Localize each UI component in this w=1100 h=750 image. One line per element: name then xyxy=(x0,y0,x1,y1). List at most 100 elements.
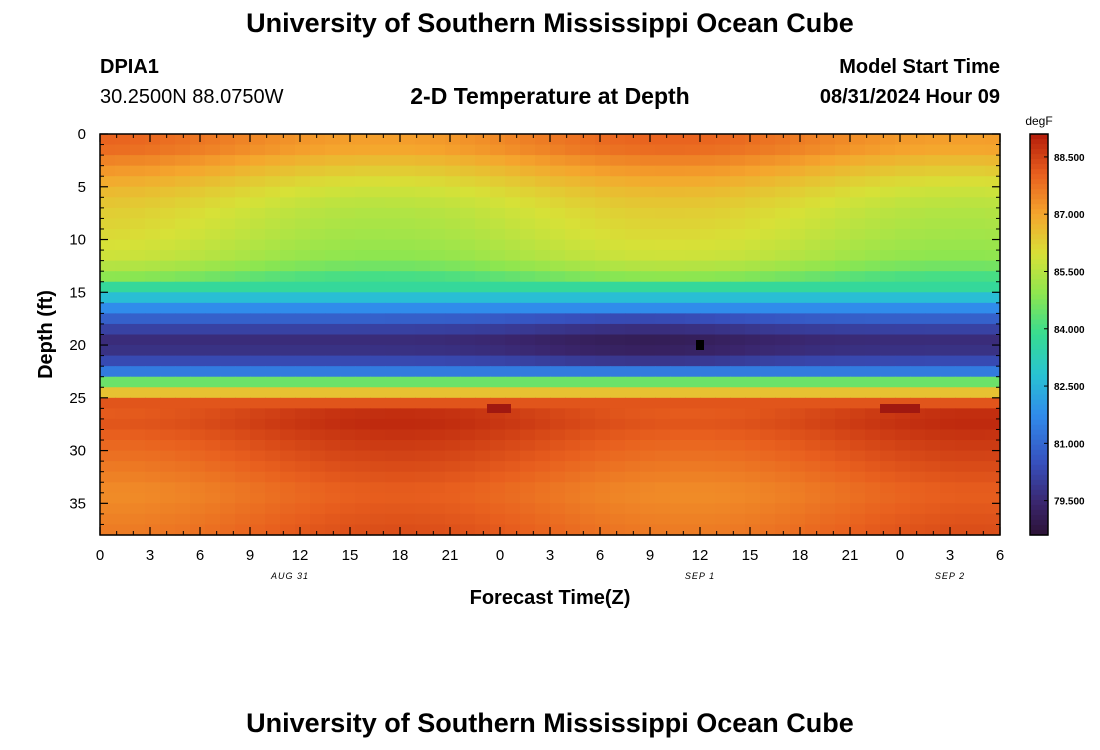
heatmap-cell xyxy=(715,471,731,483)
heatmap-cell xyxy=(250,281,266,293)
heatmap-cell xyxy=(445,513,461,526)
heatmap-cell xyxy=(940,165,956,177)
heatmap-cell xyxy=(415,345,431,357)
heatmap-cell xyxy=(700,387,716,399)
colorbar-frame xyxy=(1029,133,1049,536)
heatmap-cell xyxy=(250,250,266,262)
heatmap-cell xyxy=(970,461,986,473)
heatmap-cell xyxy=(835,471,851,483)
heatmap-cell xyxy=(160,144,176,156)
heatmap-cell xyxy=(595,239,611,251)
heatmap-cell xyxy=(250,440,266,452)
heatmap-cell xyxy=(880,313,896,325)
heatmap-cell xyxy=(505,186,521,198)
heatmap-cell xyxy=(340,366,356,378)
colorbar-segment xyxy=(1030,279,1048,285)
heatmap-cell xyxy=(580,260,596,272)
heatmap-cell xyxy=(565,376,581,388)
heatmap-cell xyxy=(190,197,206,209)
heatmap-cell xyxy=(460,334,476,346)
heatmap-cell xyxy=(415,429,431,441)
heatmap-cell xyxy=(370,250,386,262)
heatmap-cell xyxy=(790,450,806,462)
heatmap-cell xyxy=(430,397,446,409)
heatmap-cell xyxy=(130,302,146,314)
heatmap-cell xyxy=(250,323,266,336)
heatmap-cell xyxy=(190,292,206,304)
heatmap-cell xyxy=(310,513,326,526)
colorbar-segment xyxy=(1030,284,1048,290)
heatmap-cell xyxy=(235,239,251,251)
heatmap-cell xyxy=(475,450,491,462)
heatmap-cell xyxy=(115,218,131,230)
heatmap-cell xyxy=(850,313,866,325)
heatmap-cell xyxy=(160,471,176,483)
heatmap-cell xyxy=(385,450,401,462)
heatmap-cell xyxy=(520,281,536,293)
heatmap-cell xyxy=(160,355,176,367)
heatmap-cell xyxy=(460,376,476,388)
heatmap-cell xyxy=(445,239,461,251)
heatmap-cell xyxy=(325,334,341,346)
colorbar-segment xyxy=(1030,154,1048,160)
colorbar-segment xyxy=(1030,434,1048,441)
heatmap-cell xyxy=(475,281,491,293)
colorbar-segment xyxy=(1030,379,1048,386)
heatmap-cell xyxy=(535,513,551,526)
heatmap-cell xyxy=(775,440,791,452)
heatmap-cell xyxy=(460,492,476,504)
heatmap-cell xyxy=(820,302,836,314)
heatmap-cell xyxy=(160,281,176,293)
heatmap-cell xyxy=(430,260,446,272)
heatmap-cell xyxy=(340,503,356,515)
heatmap-cell xyxy=(445,218,461,230)
heatmap-cell xyxy=(340,260,356,272)
heatmap-cell xyxy=(400,355,416,367)
heatmap-cell xyxy=(430,271,446,283)
heatmap-cell xyxy=(880,471,896,483)
heatmap-cell xyxy=(970,165,986,177)
heatmap-cell xyxy=(850,176,866,188)
heatmap-cell xyxy=(925,186,941,198)
heatmap-cell xyxy=(280,176,296,188)
heatmap-cell xyxy=(445,292,461,304)
heatmap-cell xyxy=(760,345,776,357)
heatmap-cell xyxy=(715,281,731,293)
heatmap-cell xyxy=(940,334,956,346)
heatmap-cell xyxy=(190,207,206,220)
heatmap-cell xyxy=(745,482,761,494)
heatmap-cell xyxy=(940,250,956,262)
heatmap-cell xyxy=(835,186,851,198)
heatmap-cell xyxy=(295,429,311,441)
heatmap-cell xyxy=(190,429,206,441)
heatmap-cell xyxy=(535,186,551,198)
heatmap-cell xyxy=(910,513,926,526)
heatmap-cell xyxy=(550,271,566,283)
heatmap-cell xyxy=(610,228,626,241)
heatmap-cell xyxy=(985,376,1001,388)
heatmap-cell xyxy=(505,176,521,188)
heatmap-cell xyxy=(805,250,821,262)
heatmap-cell xyxy=(160,207,176,220)
y-tick-label: 0 xyxy=(78,126,86,143)
heatmap-cell xyxy=(475,313,491,325)
heatmap-cell xyxy=(160,345,176,357)
heatmap-cell xyxy=(190,176,206,188)
heatmap-cell xyxy=(655,134,671,146)
heatmap-cell xyxy=(550,366,566,378)
heatmap-cell xyxy=(190,355,206,367)
heatmap-cell xyxy=(370,408,386,420)
heatmap-cell xyxy=(595,524,611,536)
heatmap-cell xyxy=(775,323,791,336)
colorbar-segment xyxy=(1030,249,1048,255)
heatmap-cell xyxy=(595,482,611,494)
heatmap-cell xyxy=(550,334,566,346)
heatmap-cell xyxy=(925,260,941,272)
heatmap-cell xyxy=(340,155,356,167)
heatmap-cell xyxy=(865,281,881,293)
heatmap-cell xyxy=(325,397,341,409)
heatmap-cell xyxy=(625,207,641,220)
heatmap-cell xyxy=(940,397,956,409)
heatmap-cell xyxy=(100,292,116,304)
heatmap-cell xyxy=(850,482,866,494)
